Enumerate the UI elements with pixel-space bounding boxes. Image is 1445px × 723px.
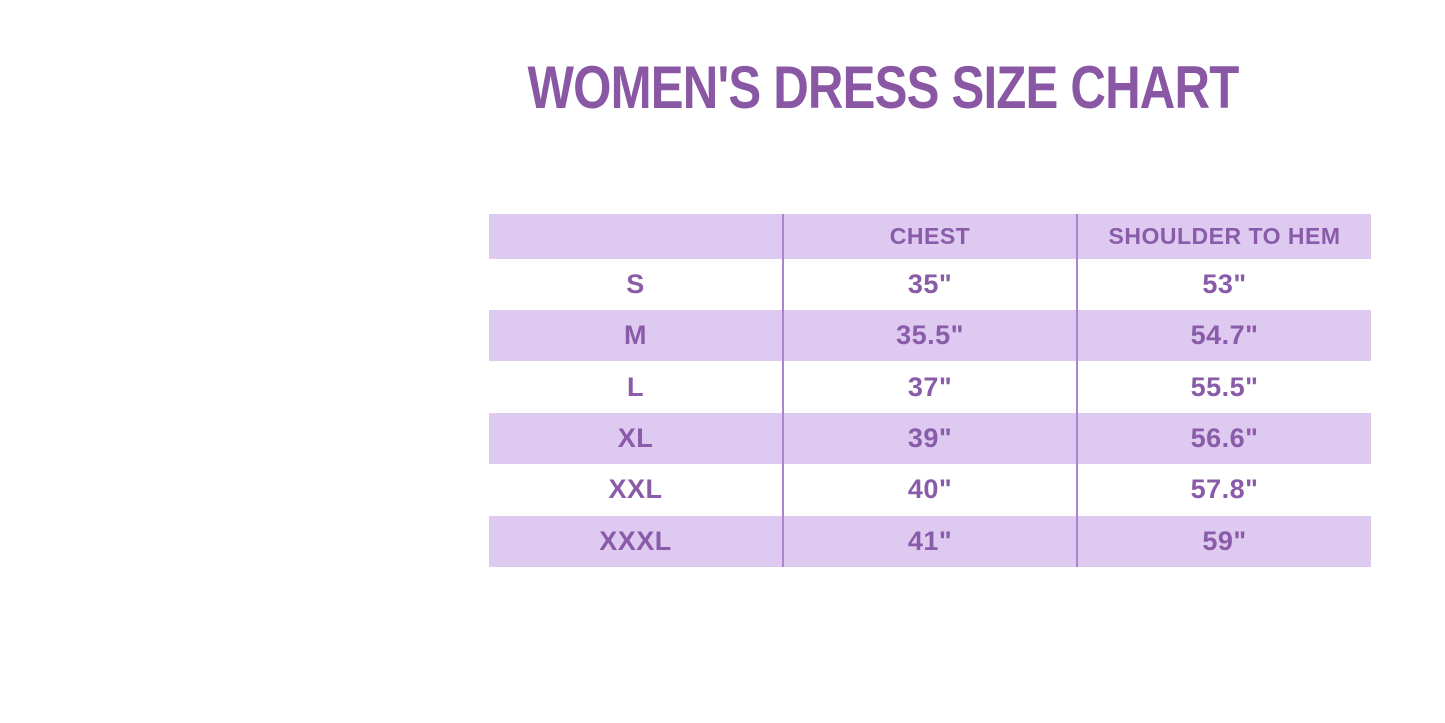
size-cell: XL <box>617 423 654 454</box>
size-cell: XXXL <box>599 525 672 556</box>
table-row: M 35.5" 54.7" <box>489 310 1371 362</box>
size-chart-table: CHEST SHOULDER TO HEM S 35" 53" M 35.5" … <box>489 214 1371 567</box>
column-header-shoulder-to-hem: SHOULDER TO HEM <box>1076 214 1371 259</box>
table-row: XXXL 41" 59" <box>489 515 1371 567</box>
column-header-chest: CHEST <box>782 214 1077 259</box>
table-row: L 37" 55.5" <box>489 361 1371 413</box>
size-cell: L <box>627 371 644 402</box>
chest-cell: 35.5" <box>782 310 1077 362</box>
size-cell: M <box>624 320 647 351</box>
column-header-size <box>489 214 783 259</box>
size-cell: XXL <box>608 474 663 505</box>
page-title: WOMEN'S DRESS SIZE CHART <box>527 54 1240 121</box>
shoulder-to-hem-cell: 55.5" <box>1076 361 1371 413</box>
chest-cell: 35" <box>782 258 1077 311</box>
chest-cell: 40" <box>782 464 1077 516</box>
table-row: S 35" 53" <box>489 258 1371 311</box>
shoulder-to-hem-cell: 56.6" <box>1076 412 1371 465</box>
shoulder-to-hem-cell: 57.8" <box>1076 464 1371 516</box>
chest-cell: 39" <box>782 412 1077 465</box>
chest-cell: 37" <box>782 361 1077 413</box>
table-row: XL 39" 56.6" <box>489 412 1371 465</box>
chest-cell: 41" <box>782 515 1077 567</box>
shoulder-to-hem-cell: 53" <box>1076 258 1371 311</box>
size-cell: S <box>626 268 645 299</box>
shoulder-to-hem-cell: 54.7" <box>1076 310 1371 362</box>
table-row: XXL 40" 57.8" <box>489 464 1371 516</box>
table-header-row: CHEST SHOULDER TO HEM <box>489 214 1371 259</box>
shoulder-to-hem-cell: 59" <box>1076 515 1371 567</box>
